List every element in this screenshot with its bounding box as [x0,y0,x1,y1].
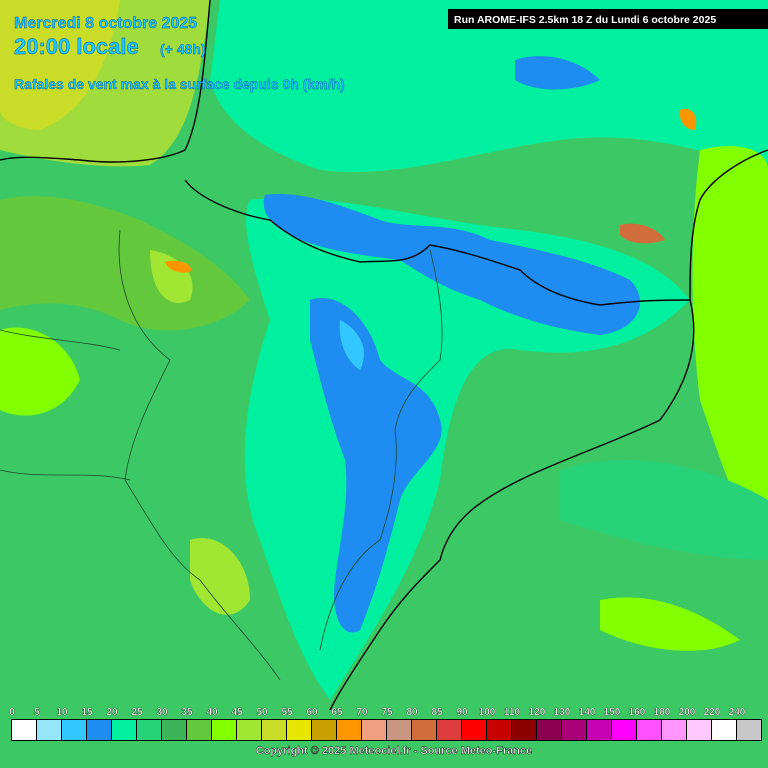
legend-label: 150 [604,707,621,718]
legend-label: 160 [629,707,646,718]
legend-swatch [62,720,86,740]
legend-swatch [737,720,761,740]
legend-label: 35 [181,707,193,718]
coastline [0,0,211,163]
legend-swatch [187,720,211,740]
subtitle: Rafales de vent max à la surface depuis … [14,76,345,92]
field-zone [515,56,600,90]
legend-label: 130 [554,707,571,718]
legend-label: 120 [529,707,546,718]
legend-swatch [237,720,261,740]
field-zone [210,0,768,173]
legend-label: 15 [81,707,93,718]
coastline [329,149,768,711]
legend-label: 55 [281,707,293,718]
legend-swatch [287,720,311,740]
legend-swatch [37,720,61,740]
legend-swatch [87,720,111,740]
legend-swatch [512,720,536,740]
legend-label: 110 [504,707,521,718]
legend-swatch [212,720,236,740]
legend-swatch [537,720,561,740]
legend-label: 30 [156,707,168,718]
legend: 0 5 10 15 20 25 30 35 40 45 50 55 60 65 70 75 80 85 90 100 1… [9,707,762,741]
legend-label: 140 [579,707,596,718]
offset: (+ 48h) [160,41,206,57]
legend-label: 50 [256,707,268,718]
legend-label: 45 [231,707,243,718]
legend-label: 0 [9,707,15,718]
legend-swatch [437,720,461,740]
field-zone [620,223,665,244]
field-zone [692,146,768,560]
field-zone [310,298,442,633]
field-zone [600,597,740,651]
legend-label: 240 [729,707,746,718]
field-zone [190,538,250,615]
legend-label: 85 [431,707,443,718]
field-zone [560,460,768,560]
legend-label: 25 [131,707,143,718]
legend-label: 180 [654,707,671,718]
border [184,179,691,306]
run-box [448,9,768,29]
legend-swatch [262,720,286,740]
legend-label: 10 [56,707,68,718]
legend-swatch [137,720,161,740]
run-info: Run AROME-IFS 2.5km 18 Z du Lundi 6 octo… [454,14,716,26]
legend-swatch [162,720,186,740]
legend-label: 90 [456,707,468,718]
legend-swatch [112,720,136,740]
legend-label: 20 [106,707,118,718]
legend-label: 75 [381,707,393,718]
date: Mercredi 8 octobre 2025 [14,15,197,32]
legend-label: 100 [479,707,496,718]
region-border [319,249,443,651]
field-zone [165,260,191,273]
legend-swatch [687,720,711,740]
time: 20:00 locale [14,34,139,59]
legend-swatch [462,720,486,740]
field-zone [0,327,80,416]
legend-label: 65 [331,707,343,718]
field-zone [0,0,120,130]
legend-swatch [12,720,36,740]
legend-label: 70 [356,707,368,718]
field-zone [679,108,697,130]
legend-swatch [337,720,361,740]
legend-label: 60 [306,707,318,718]
legend-swatch [587,720,611,740]
field-zone [263,194,640,335]
region-border [118,229,281,681]
legend-swatch [637,720,661,740]
legend-swatch [612,720,636,740]
field-zone [339,320,364,370]
legend-label: 40 [206,707,218,718]
copyright: Copyright © 2025 Meteociel.fr - Source M… [256,745,532,757]
legend-swatch [487,720,511,740]
legend-swatch [412,720,436,740]
legend-swatch [387,720,411,740]
region-border [0,329,131,481]
legend-swatch [662,720,686,740]
legend-swatch [712,720,736,740]
legend-label: 5 [34,707,40,718]
legend-label: 220 [704,707,721,718]
legend-swatch [312,720,336,740]
legend-label: 200 [679,707,696,718]
legend-swatch [362,720,386,740]
legend-swatch [562,720,586,740]
legend-label: 80 [406,707,418,718]
field-zone [150,250,193,303]
